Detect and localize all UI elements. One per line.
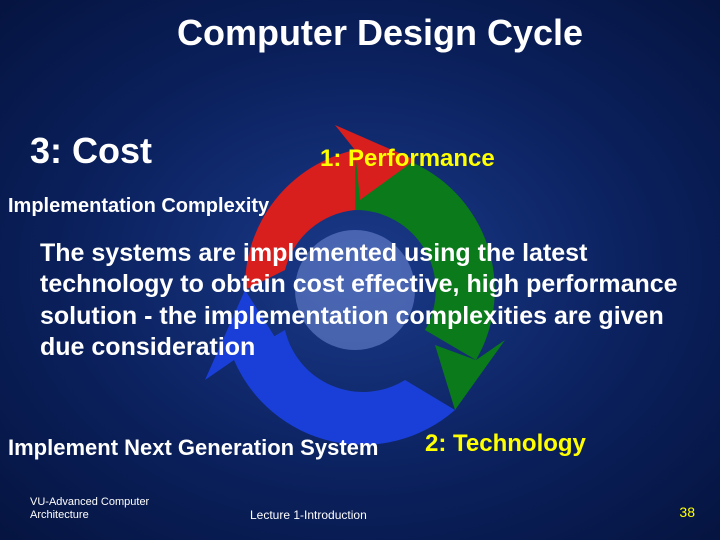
footer-left-line2: Architecture xyxy=(30,509,89,521)
implementation-complexity-label: Implementation Complexity xyxy=(8,195,269,218)
slide-title: Computer Design Cycle xyxy=(0,0,720,54)
footer-left-line1: VU-Advanced Computer xyxy=(30,496,149,508)
footer-left: VU-Advanced Computer Architecture xyxy=(30,496,149,522)
footer-center: Lecture 1-Introduction xyxy=(250,508,367,522)
implement-next-label: Implement Next Generation System xyxy=(8,435,378,461)
performance-label: 1: Performance xyxy=(320,145,495,173)
page-number: 38 xyxy=(679,504,695,520)
cost-label: 3: Cost xyxy=(30,130,152,172)
body-paragraph: The systems are implemented using the la… xyxy=(40,238,690,363)
technology-label: 2: Technology xyxy=(425,430,586,458)
